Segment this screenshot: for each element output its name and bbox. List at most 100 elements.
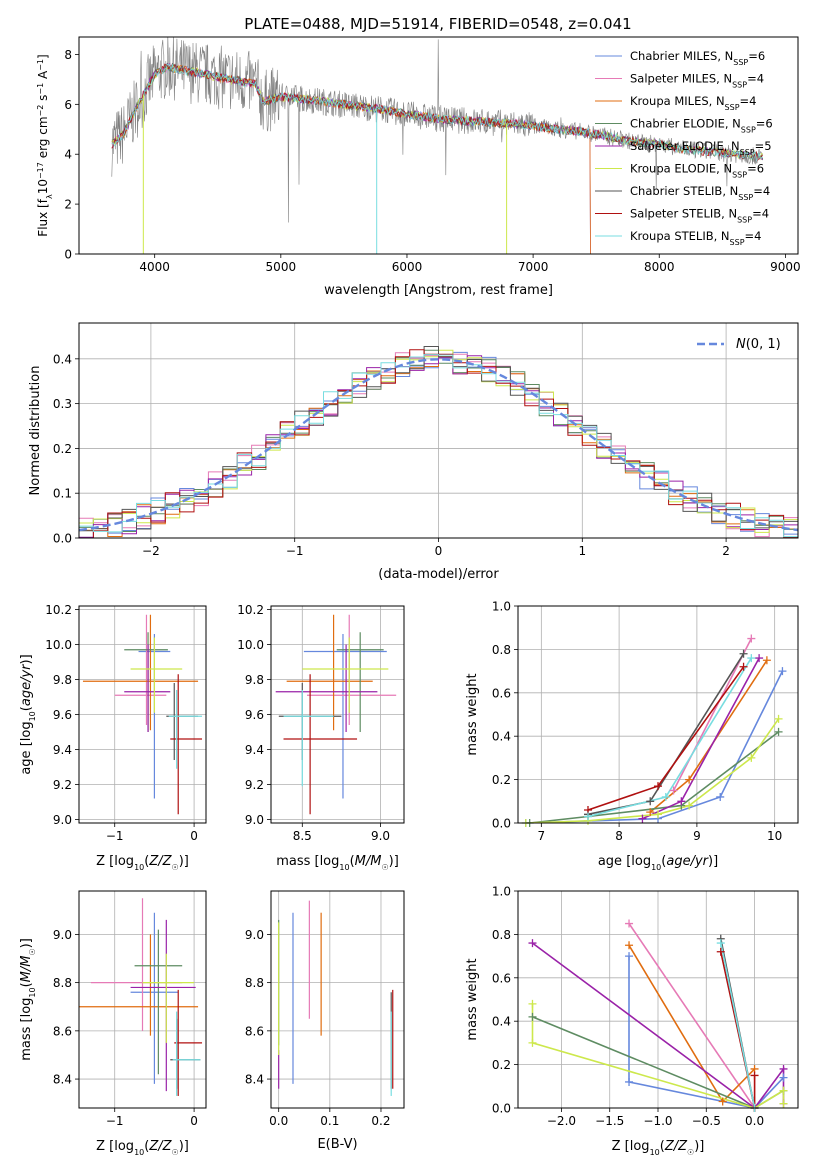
plot-area-z-massweight	[531, 923, 785, 1108]
x-tick-label-residuals: −2	[142, 544, 160, 558]
panel-z-mass: −1 0 8.4 8.6 8.8 9.0 Z [log10(Z/Z☉)] mass [log1…	[19, 890, 207, 1157]
axes-frame-z-mass	[78, 890, 207, 1109]
marker-chabrier-miles	[716, 792, 725, 801]
x-tick-label-z-massweight: −1.0	[643, 1114, 672, 1128]
marker-kroupa-stelib	[584, 812, 592, 821]
marker-kroupa-elodie	[685, 801, 694, 810]
figure-title: PLATE=0488, MJD=51914, FIBERID=0548, z=0…	[244, 15, 631, 33]
plot-area-residuals	[79, 346, 798, 538]
errorbar-chabrier-stelib	[170, 1018, 201, 1089]
marker-kroupa-elodie	[654, 810, 662, 819]
legend-entry: Kroupa ELODIE, NSSP=6	[630, 162, 764, 180]
marker-salpeter-miles	[747, 634, 756, 643]
line-chabrier-stelib	[587, 653, 745, 816]
axes-frame-ebv-mass	[270, 890, 405, 1109]
x-tick-label-z-massweight: −0.5	[692, 1114, 721, 1128]
x-tick-label-z-massweight: −2.0	[547, 1114, 576, 1128]
axes-frame-residuals	[78, 322, 799, 539]
line-salpeter-miles	[628, 923, 756, 1108]
marker-chabrier-miles	[779, 1073, 788, 1082]
marker-kroupa-elodie	[779, 1099, 788, 1108]
x-tick-label-residuals: 2	[722, 544, 730, 558]
legend-entry: Salpeter ELODIE, NSSP=5	[630, 139, 772, 157]
x-axis-label-age-massweight: age [log10(age/yr)]	[598, 854, 718, 872]
errorbar-salpeter-stelib	[174, 989, 203, 1096]
legend-entry: Kroupa STELIB, NSSP=4	[630, 229, 761, 247]
errorbar-chabrier-elodie	[134, 929, 183, 1075]
x-tick-label-spectrum: 4000	[139, 260, 170, 274]
grid-ebv-mass	[271, 891, 404, 1108]
errorbar-salpeter-stelib	[283, 674, 358, 815]
y-axis-label-text: mass [log10(M/M☉)]	[19, 938, 37, 1061]
axes-frame-spectrum	[78, 36, 799, 255]
errorbar-kroupa-elodie	[130, 637, 183, 713]
marker-salpeter-stelib	[750, 1071, 759, 1080]
y-tick-label-ebv-mass: 9.0	[245, 928, 264, 942]
x-tick-label-ebv-mass: 0.1	[320, 1114, 339, 1128]
y-tick-label-z-age: 9.2	[53, 778, 72, 792]
marker-chabrier-elodie	[528, 1012, 537, 1021]
plot-area-spectrum	[111, 37, 764, 254]
axes-frame-z-massweight	[517, 890, 799, 1109]
errorbar-chabrier-miles	[130, 912, 179, 1084]
x-tick-label-spectrum: 7000	[518, 260, 549, 274]
y-tick-label-z-massweight: 0.0	[492, 1102, 511, 1116]
errorbar-kroupa-stelib	[168, 690, 203, 769]
errorbar-kroupa-elodie	[302, 637, 389, 713]
y-tick-label-z-age: 10.0	[45, 638, 72, 652]
line-chabrier-elodie	[529, 731, 780, 823]
axes-frame-mass-age	[270, 605, 405, 824]
y-tick-label-age-massweight: 0.0	[492, 817, 511, 831]
marker-salpeter-elodie	[677, 797, 686, 806]
y-axis-label-residuals: Normed distribution	[28, 366, 43, 496]
marker-chabrier-stelib	[646, 797, 655, 806]
y-tick-label-residuals: 0.4	[53, 352, 72, 366]
y-axis-label-spectrum: Flux [fλ10−17 erg cm−2 s−1 A−1]	[36, 54, 54, 236]
x-tick-label-spectrum: 6000	[392, 260, 423, 274]
panel-age-massweight: 7 8 9 10 0.0 0.2 0.4 0.6 0.8 1.0 age [log10(age/yr…	[465, 600, 799, 872]
errorbar-salpeter-miles	[114, 614, 167, 725]
panels: 4000 5000 6000 7000 8000 900002468wavelength …	[19, 36, 801, 1157]
y-tick-label-age-massweight: 0.6	[492, 686, 511, 700]
y-axis-label-text: age [log10(age/yr)]	[19, 654, 37, 774]
x-tick-label-spectrum: 5000	[266, 260, 297, 274]
marker-salpeter-stelib	[716, 947, 725, 956]
plot-area-ebv-mass	[278, 900, 394, 1096]
plot-area-z-age	[82, 614, 203, 815]
y-tick-label-mass-age: 10.2	[237, 603, 264, 617]
y-tick-label-mass-age: 10.0	[237, 638, 264, 652]
y-tick-label-ebv-mass: 8.8	[245, 976, 264, 990]
y-tick-label-z-massweight: 1.0	[492, 885, 511, 899]
x-tick-label-z-mass: 0	[190, 1114, 198, 1128]
marker-chabrier-miles	[625, 952, 634, 961]
x-tick-label-residuals: 1	[578, 544, 586, 558]
x-tick-label-z-massweight: −1.5	[595, 1114, 624, 1128]
y-tick-label-z-age: 9.8	[53, 673, 72, 687]
y-tick-label-spectrum: 8	[64, 48, 72, 62]
y-tick-label-mass-age: 9.8	[245, 673, 264, 687]
marker-salpeter-elodie	[528, 939, 537, 948]
x-tick-label-z-massweight: 0.0	[745, 1114, 764, 1128]
marker-salpeter-elodie	[638, 814, 647, 823]
x-tick-label-spectrum: 8000	[644, 260, 675, 274]
x-tick-label-age-massweight: 10	[767, 829, 782, 843]
errorbar-kroupa-elodie	[142, 953, 195, 1043]
errorbar-kroupa-miles	[286, 614, 373, 731]
line-kroupa-stelib	[587, 657, 752, 818]
marker-salpeter-elodie	[779, 1064, 788, 1073]
y-tick-label-z-mass: 8.4	[53, 1073, 72, 1087]
marker-salpeter-elodie	[755, 654, 764, 663]
errorbar-chabrier-miles	[303, 634, 387, 799]
panel-residuals: −2 −1 0 1 2 0.0 0.1 0.2 0.3 0.4 (data-model)/error…	[28, 322, 799, 582]
marker-kroupa-miles	[718, 1097, 727, 1106]
marker-chabrier-miles	[625, 1077, 634, 1086]
x-axis-label-mass-age: mass [log10(M/M☉)]	[276, 854, 399, 872]
y-tick-label-spectrum: 6	[64, 98, 72, 112]
marker-kroupa-elodie	[528, 1038, 537, 1047]
marker-kroupa-elodie	[774, 714, 783, 723]
y-tick-label-age-massweight: 0.8	[492, 643, 511, 657]
y-tick-label-residuals: 0.3	[53, 397, 72, 411]
marker-kroupa-stelib	[747, 654, 756, 663]
y-tick-label-spectrum: 0	[64, 248, 72, 262]
